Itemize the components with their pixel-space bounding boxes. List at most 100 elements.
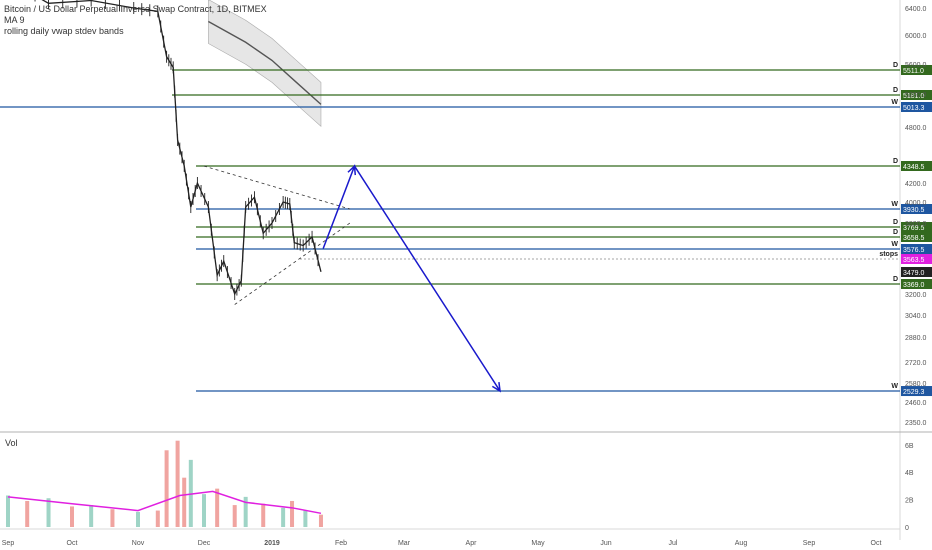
time-tick-label: Sep	[803, 540, 816, 547]
level-price-label: 3930.5	[903, 207, 925, 214]
level-timeframe-label: D	[893, 229, 898, 236]
ma-label: MA 9	[4, 15, 25, 25]
volume-bar	[175, 440, 180, 527]
price-tick-label: 2880.0	[905, 335, 927, 342]
time-tick-label: May	[531, 540, 545, 547]
volume-bar	[215, 488, 220, 527]
volume-moving-average	[7, 490, 322, 515]
time-tick-label: Jul	[669, 540, 678, 547]
level-price-tag	[901, 267, 932, 277]
volume-bar	[232, 505, 237, 527]
level-price-tag	[901, 90, 932, 100]
volume-bar	[182, 477, 187, 527]
time-tick-label: Aug	[735, 540, 748, 547]
price-tick-label: 3200.0	[905, 292, 927, 299]
time-tick-label: Nov	[132, 540, 145, 547]
level-price-tag	[901, 102, 932, 112]
level-timeframe-label: D	[893, 158, 898, 165]
chart-legend: Bitcoin / US Dollar Perpetual Inverse Sw…	[4, 4, 267, 37]
price-tick-label: 6000.0	[905, 33, 927, 40]
level-price-label: 5013.3	[903, 105, 925, 112]
time-tick-label: 2019	[264, 540, 280, 547]
level-price-tag	[901, 232, 932, 242]
price-tick-label: 4000.0	[905, 200, 927, 207]
time-tick-label: Oct	[871, 540, 882, 547]
volume-bar	[281, 507, 286, 527]
volume-bar	[290, 500, 295, 527]
level-price-label: 4348.5	[903, 164, 925, 171]
volume-bar	[46, 498, 51, 527]
volume-bar	[6, 495, 10, 527]
time-tick-label: Mar	[398, 540, 411, 547]
volume-label: Vol	[5, 438, 18, 448]
volume-bar	[25, 500, 30, 527]
level-price-tag	[901, 254, 932, 264]
time-tick-label: Feb	[335, 540, 347, 547]
level-timeframe-label: D	[893, 276, 898, 283]
volume-bar	[70, 506, 74, 527]
level-timeframe-label: stops	[879, 251, 898, 258]
time-tick-label: Dec	[198, 540, 211, 547]
time-tick-label: Jun	[600, 540, 611, 547]
level-price-tag	[901, 204, 932, 214]
level-price-label: 3369.0	[903, 282, 925, 289]
level-price-label: 5181.0	[903, 93, 925, 100]
price-line	[41, 0, 322, 296]
level-price-tag	[901, 386, 932, 397]
volume-tick-label: 2B	[905, 498, 914, 505]
symbol-title: Bitcoin / US Dollar Perpetual Inverse Sw…	[4, 4, 267, 14]
level-price-tag	[901, 65, 932, 75]
level-timeframe-label: D	[893, 62, 898, 69]
price-tick-label: 2460.0	[905, 400, 927, 407]
level-price-tag	[901, 222, 932, 232]
volume-bar	[110, 509, 115, 527]
volume-bar	[202, 494, 206, 527]
level-price-tag	[901, 244, 932, 254]
level-price-tag	[901, 279, 932, 289]
time-tick-label: Apr	[466, 540, 478, 547]
volume-bar	[155, 510, 160, 527]
level-price-label: 2529.3	[903, 389, 925, 396]
volume-bar	[303, 510, 308, 527]
projection-arrowhead-up	[347, 164, 357, 176]
volume-tick-label: 6B	[905, 443, 914, 450]
level-price-label: 5511.0	[903, 68, 924, 75]
projection-arrowhead-down	[491, 382, 501, 393]
time-tick-label: Oct	[67, 540, 78, 547]
level-price-tag	[901, 161, 932, 171]
level-timeframe-label: W	[891, 201, 898, 208]
price-tick-label: 5200.0	[905, 92, 927, 99]
volume-bar	[89, 505, 94, 527]
volume-bar	[318, 514, 323, 527]
volume-bar	[164, 450, 169, 527]
level-timeframe-label: W	[891, 383, 898, 390]
volume-tick-label: 0	[905, 525, 909, 532]
level-timeframe-label: W	[891, 241, 898, 248]
level-timeframe-label: D	[893, 219, 898, 226]
moving-average-line	[208, 20, 322, 105]
volume-bar	[136, 511, 140, 527]
price-tick-label: 5600.0	[905, 62, 927, 69]
level-price-label: 3658.5	[903, 235, 925, 242]
level-timeframe-label: D	[893, 87, 898, 94]
volume-tick-label: 4B	[905, 470, 914, 477]
level-price-label: 3576.5	[903, 247, 925, 254]
price-tick-label: 3040.0	[905, 313, 927, 320]
level-price-label: 3563.5	[903, 257, 925, 264]
price-tick-label: 3800.0	[905, 221, 927, 228]
level-price-label: 3479.0	[903, 270, 925, 277]
price-tick-label: 4200.0	[905, 181, 927, 188]
price-tick-label: 2580.0	[905, 381, 927, 388]
level-timeframe-label: W	[891, 99, 898, 106]
price-tick-label: 6400.0	[905, 6, 927, 13]
level-price-label: 3769.5	[903, 225, 925, 232]
triangle-upper-line	[203, 165, 351, 210]
price-tick-label: 2350.0	[905, 420, 927, 427]
vwap-label: rolling daily vwap stdev bands	[4, 26, 124, 36]
price-tick-label: 4800.0	[905, 125, 927, 132]
volume-bar	[243, 496, 248, 527]
time-tick-label: Sep	[2, 540, 15, 547]
volume-bar	[261, 503, 266, 527]
